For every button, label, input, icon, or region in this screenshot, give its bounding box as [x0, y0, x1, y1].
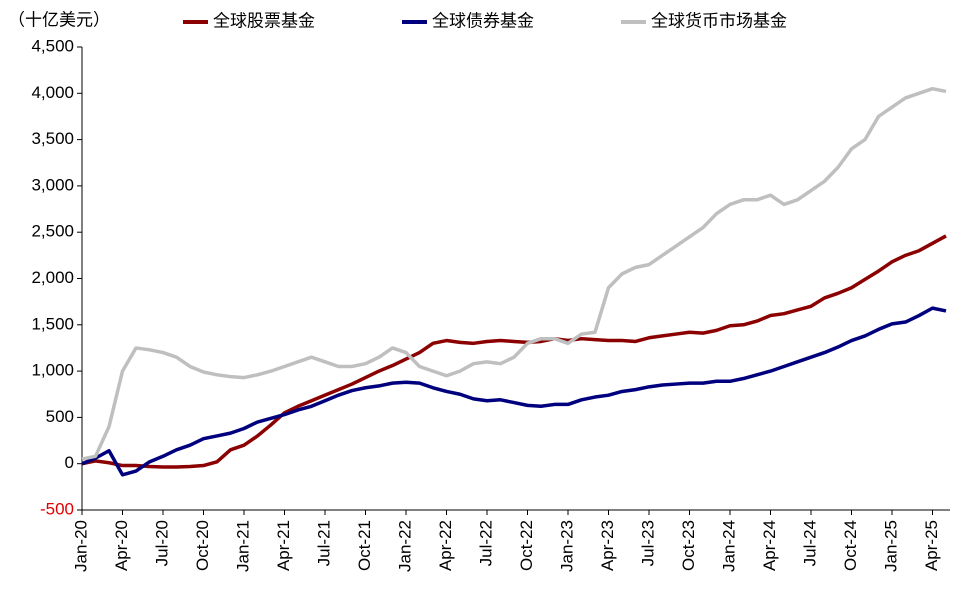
x-tick-label: Jan-20 [71, 520, 90, 572]
series-line [81, 306, 947, 477]
y-tick-label: 1,000 [31, 361, 74, 380]
y-tick-label: 1,500 [31, 314, 74, 333]
x-tick-label: Oct-23 [679, 520, 698, 571]
series-line [81, 234, 947, 469]
x-tick-label: Apr-21 [274, 520, 293, 571]
y-tick-label: 2,500 [31, 222, 74, 241]
x-tick-label: Jul-21 [314, 520, 333, 566]
y-tick-label: 0 [65, 453, 74, 472]
x-tick-label: Jan-21 [233, 520, 252, 572]
y-tick-label: 4,500 [31, 36, 74, 55]
x-tick-label: Jan-24 [719, 520, 738, 572]
y-tick-label: 500 [46, 407, 74, 426]
x-tick-label: Oct-22 [517, 520, 536, 571]
series-line [81, 86, 947, 461]
y-tick-label: 3,000 [31, 175, 74, 194]
x-tick-label: Jul-22 [476, 520, 495, 566]
x-tick-label: Jan-25 [881, 520, 900, 572]
x-tick-label: Jan-23 [557, 520, 576, 572]
legend-label: 全球债券基金 [432, 11, 534, 30]
y-tick-label: 3,500 [31, 129, 74, 148]
x-tick-label: Apr-20 [112, 520, 131, 571]
x-tick-label: Apr-23 [598, 520, 617, 571]
legend-label: 全球货币市场基金 [651, 11, 787, 30]
x-tick-label: Apr-22 [436, 520, 455, 571]
y-unit-label: （十亿美元） [8, 10, 110, 29]
x-tick-label: Apr-24 [760, 520, 779, 571]
x-tick-label: Oct-20 [193, 520, 212, 571]
x-tick-label: Jul-20 [152, 520, 171, 566]
y-tick-label: -500 [40, 499, 74, 518]
legend-label: 全球股票基金 [213, 11, 315, 30]
x-tick-label: Oct-21 [355, 520, 374, 571]
x-tick-label: Apr-25 [922, 520, 941, 571]
y-tick-label: 2,000 [31, 268, 74, 287]
y-tick-label: 4,000 [31, 83, 74, 102]
x-tick-label: Jan-22 [395, 520, 414, 572]
x-tick-label: Oct-24 [841, 520, 860, 571]
x-tick-label: Jul-24 [800, 520, 819, 566]
x-tick-label: Jul-23 [638, 520, 657, 566]
